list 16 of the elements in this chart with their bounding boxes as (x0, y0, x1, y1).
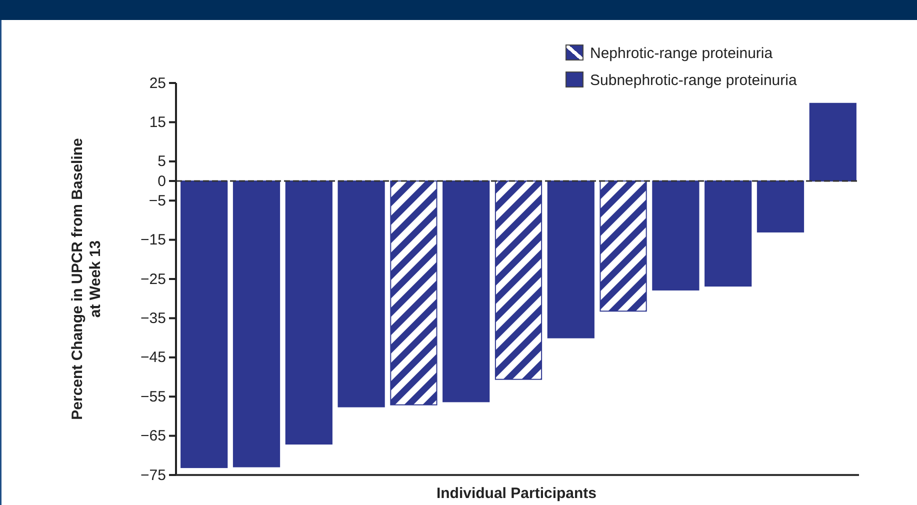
y-tick-label: −55 (140, 388, 166, 406)
y-tick-label: −25 (140, 270, 166, 288)
y-tick-label: −65 (140, 428, 166, 445)
legend-label: Subnephrotic-range proteinuria (590, 72, 798, 89)
y-tick-label: 5 (158, 153, 166, 170)
y-tick-label: −75 (140, 466, 166, 484)
y-tick-label: −15 (140, 232, 166, 249)
y-tick-label: −35 (140, 310, 166, 327)
y-tick-label: 0 (158, 172, 166, 190)
y-axis-title: Percent Change in UPCR from Baseline at Week 13 (69, 138, 104, 420)
y-tick-label: −5 (148, 192, 166, 210)
legend-label: Nephrotic-range proteinuria (590, 45, 774, 62)
y-tick-label: 15 (149, 114, 166, 131)
y-tick-label: 25 (149, 74, 166, 92)
y-tick-label: −45 (140, 349, 166, 366)
x-axis-title: Individual Participants (436, 485, 597, 502)
